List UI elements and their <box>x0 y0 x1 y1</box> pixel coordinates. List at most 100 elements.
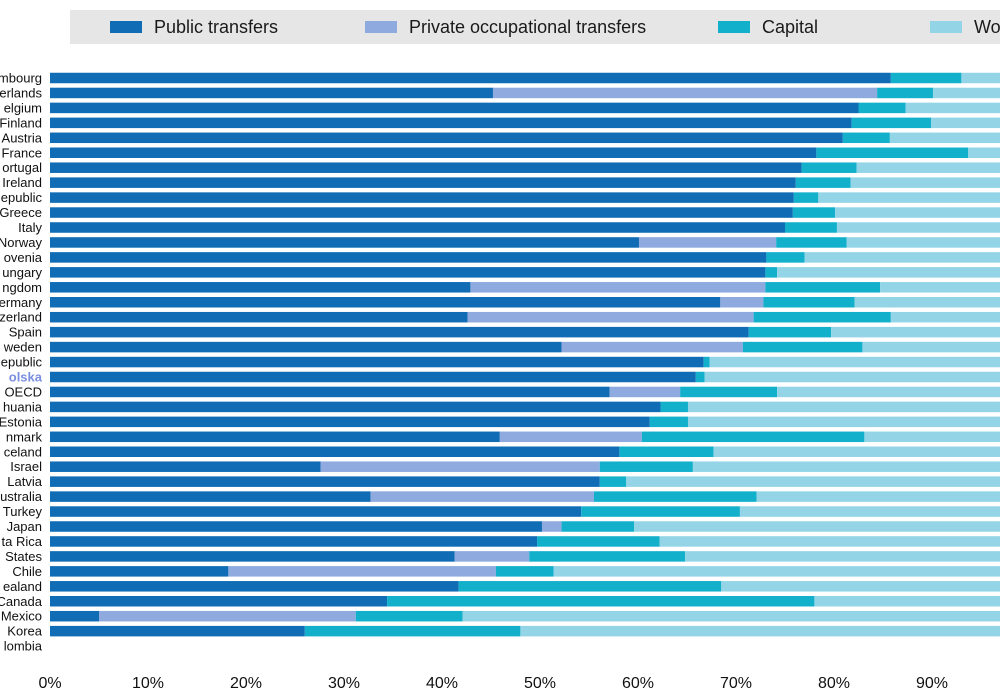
bar-capital-12 <box>766 252 805 263</box>
bar-capital-10 <box>785 222 837 233</box>
bar-work-36 <box>462 610 1000 622</box>
bar-private-occupational-transfers-33 <box>228 566 496 577</box>
x-tick-label-4: 40% <box>426 675 458 692</box>
bar-work-7 <box>850 177 1000 188</box>
bar-work-28 <box>756 491 1000 502</box>
category-label-9: Greece <box>0 205 42 220</box>
bar-public-transfers-37 <box>50 625 305 637</box>
bar-capital-36 <box>355 610 463 622</box>
bar-public-transfers-11 <box>50 237 639 248</box>
legend-item-public-transfers: Public transfers <box>110 10 278 44</box>
category-label-31: ta Rica <box>2 534 43 549</box>
bar-work-19 <box>709 356 1000 368</box>
bar-public-transfers-0 <box>50 72 891 84</box>
bar-public-transfers-23 <box>50 416 650 428</box>
bar-capital-24 <box>641 431 865 443</box>
category-label-13: ungary <box>2 265 42 280</box>
bar-public-transfers-35 <box>50 596 388 607</box>
legend-swatch-capital <box>718 21 750 33</box>
category-label-0: mbourg <box>0 71 42 86</box>
bar-public-transfers-32 <box>50 551 455 562</box>
bar-public-transfers-26 <box>50 461 321 472</box>
category-label-12: ovenia <box>4 250 43 265</box>
x-tick-label-5: 50% <box>524 675 556 692</box>
category-label-22: huania <box>3 399 43 414</box>
bar-work-3 <box>931 117 1000 129</box>
bar-capital-35 <box>387 596 815 607</box>
category-label-37: Korea <box>7 624 42 639</box>
bar-private-occupational-transfers-18 <box>561 341 743 353</box>
bar-capital-15 <box>763 297 855 308</box>
bar-work-12 <box>804 252 1000 263</box>
bar-capital-13 <box>765 267 778 278</box>
bar-public-transfers-34 <box>50 581 459 592</box>
legend-swatch-work <box>930 21 962 33</box>
bar-work-4 <box>889 132 1000 144</box>
bar-work-2 <box>905 102 1000 114</box>
bar-private-occupational-transfers-26 <box>320 461 600 472</box>
legend-label-capital: Capital <box>762 16 819 37</box>
bar-private-occupational-transfers-11 <box>638 237 777 248</box>
bar-work-23 <box>687 416 1000 428</box>
bar-private-occupational-transfers-14 <box>470 282 766 293</box>
bar-capital-16 <box>753 311 891 323</box>
bar-public-transfers-12 <box>50 252 767 263</box>
bar-capital-11 <box>776 237 847 248</box>
bar-public-transfers-14 <box>50 282 471 293</box>
bar-work-9 <box>834 207 1000 218</box>
category-label-11: Norway <box>0 235 42 250</box>
bar-capital-6 <box>801 162 857 173</box>
bar-capital-18 <box>742 341 863 353</box>
bar-private-occupational-transfers-28 <box>370 491 594 502</box>
bar-capital-7 <box>795 177 851 188</box>
bar-private-occupational-transfers-32 <box>454 551 530 562</box>
bar-private-occupational-transfers-21 <box>609 386 681 398</box>
legend-item-work: Work <box>930 10 1000 44</box>
bar-capital-19 <box>703 356 710 368</box>
category-label-2: elgium <box>4 100 42 115</box>
bar-work-25 <box>713 446 1000 457</box>
bar-work-26 <box>692 461 1000 472</box>
bar-private-occupational-transfers-1 <box>492 87 878 99</box>
bar-capital-23 <box>649 416 688 428</box>
bar-public-transfers-31 <box>50 536 538 547</box>
category-label-14: ngdom <box>2 280 42 295</box>
bar-capital-31 <box>537 536 660 547</box>
bar-work-32 <box>685 551 1000 562</box>
category-label-6: ortugal <box>2 160 42 175</box>
x-tick-label-9: 90% <box>916 675 948 692</box>
category-label-10: Italy <box>18 220 42 235</box>
x-tick-label-1: 10% <box>132 675 164 692</box>
bar-private-occupational-transfers-15 <box>720 297 764 308</box>
bar-capital-28 <box>593 491 757 502</box>
bar-work-22 <box>687 401 1000 413</box>
x-tick-label-0: 0% <box>38 675 61 692</box>
bar-capital-1 <box>877 87 933 99</box>
bar-capital-21 <box>680 386 778 398</box>
bar-public-transfers-27 <box>50 476 600 487</box>
bar-public-transfers-16 <box>50 311 468 323</box>
bar-public-transfers-19 <box>50 356 704 368</box>
category-label-36: Mexico <box>1 609 42 624</box>
bar-capital-34 <box>458 581 722 592</box>
bar-work-0 <box>961 72 1000 84</box>
bar-public-transfers-30 <box>50 521 542 532</box>
x-tick-label-8: 80% <box>818 675 850 692</box>
bar-work-27 <box>626 476 1000 487</box>
legend-label-private-occupational-transfers: Private occupational transfers <box>409 16 647 37</box>
bar-work-6 <box>856 162 1000 173</box>
bar-public-transfers-17 <box>50 326 749 338</box>
bar-public-transfers-13 <box>50 267 766 278</box>
bar-capital-33 <box>495 566 554 577</box>
bar-public-transfers-7 <box>50 177 796 188</box>
bar-capital-30 <box>561 521 635 532</box>
bar-work-31 <box>659 536 1000 547</box>
bar-work-18 <box>862 341 1000 353</box>
bar-work-15 <box>854 297 1000 308</box>
category-labels: mbourgerlandselgiumFinlandAustriaFranceo… <box>0 71 43 654</box>
legend-label-public-transfers: Public transfers <box>154 16 279 37</box>
category-label-7: Ireland <box>2 175 42 190</box>
bar-capital-2 <box>858 102 906 114</box>
category-label-3: Finland <box>0 115 42 130</box>
category-label-26: Israel <box>10 459 42 474</box>
